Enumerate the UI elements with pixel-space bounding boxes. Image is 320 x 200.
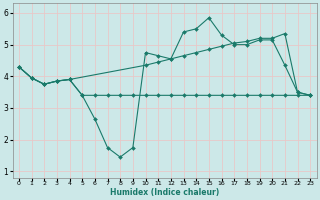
X-axis label: Humidex (Indice chaleur): Humidex (Indice chaleur) xyxy=(110,188,219,197)
